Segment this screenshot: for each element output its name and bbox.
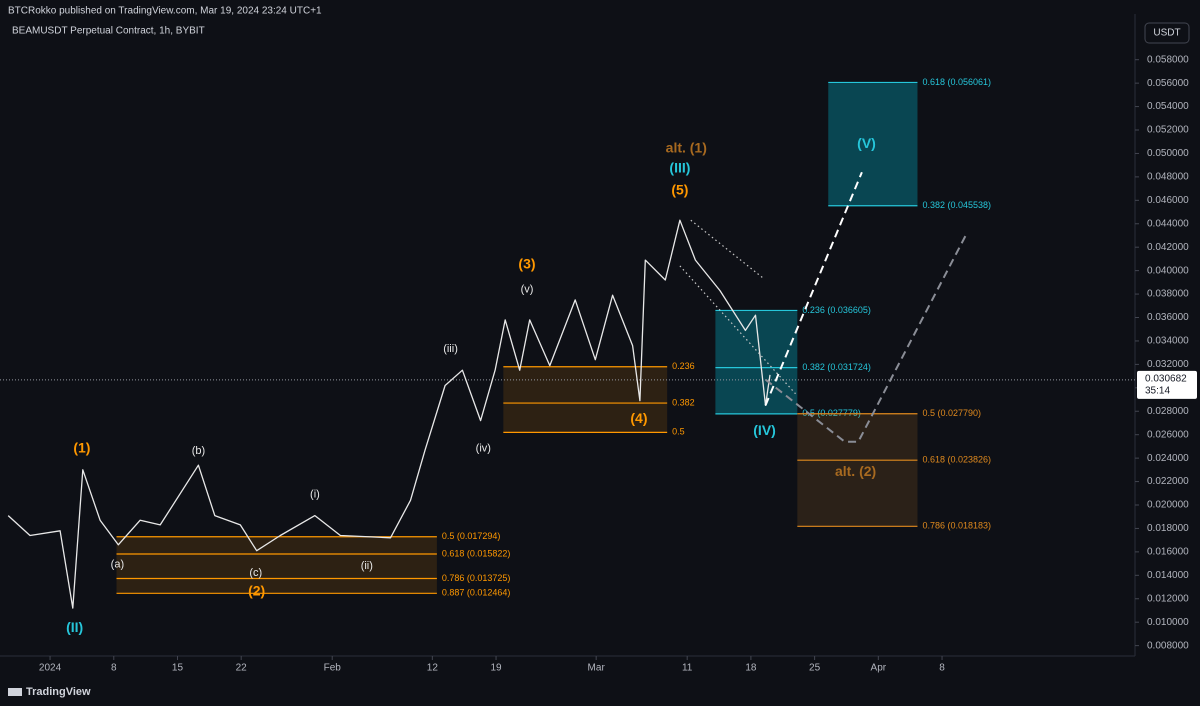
wave-label: (IV) (753, 422, 776, 438)
logo-text: TradingView (26, 686, 91, 698)
fib-level-label: 0.382 (672, 397, 695, 407)
fib-zone (828, 82, 918, 206)
wave-label: (ii) (361, 560, 373, 572)
y-tick-label: 0.048000 (1147, 172, 1189, 183)
wave-label: (b) (192, 445, 205, 457)
y-tick-label: 0.028000 (1147, 406, 1189, 417)
y-tick-label: 0.058000 (1147, 54, 1189, 65)
published-note: BTCRokko published on TradingView.com, M… (8, 6, 322, 17)
wave-label: alt. (2) (835, 463, 876, 479)
currency-button[interactable] (1144, 22, 1190, 44)
x-tick-label: 8 (111, 663, 117, 674)
y-tick-label: 0.026000 (1147, 429, 1189, 440)
symbol-title: BEAMUSDT Perpetual Contract, 1h, BYBIT (12, 26, 205, 37)
last-price-tag (1137, 370, 1197, 399)
logo: TradingView (8, 686, 91, 698)
fib-zone (797, 413, 918, 527)
y-tick-label: 0.022000 (1147, 476, 1189, 487)
projection-line (679, 265, 796, 395)
last-price-label: 0.030682 (1145, 373, 1187, 384)
y-tick-label: 0.024000 (1147, 453, 1189, 464)
wave-label: (V) (857, 135, 876, 151)
fib-level-label: 0.236 (0.036605) (802, 305, 871, 315)
wave-label: (iii) (443, 343, 458, 355)
y-tick-label: 0.052000 (1147, 125, 1189, 136)
y-tick-label: 0.042000 (1147, 242, 1189, 253)
x-tick-label: 19 (490, 663, 502, 674)
wave-label: (iv) (476, 443, 491, 455)
y-tick-label: 0.044000 (1147, 218, 1189, 229)
y-tick-label: 0.034000 (1147, 336, 1189, 347)
x-tick-label: 2024 (39, 663, 62, 674)
x-tick-label: Mar (588, 663, 606, 674)
x-tick-label: Feb (324, 663, 342, 674)
fib-level-label: 0.5 (672, 427, 685, 437)
currency-label: USDT (1153, 28, 1180, 39)
wave-label: (5) (671, 182, 688, 198)
wave-label: (II) (66, 619, 83, 635)
fib-level-label: 0.786 (0.018183) (922, 521, 991, 531)
y-tick-label: 0.012000 (1147, 593, 1189, 604)
x-tick-label: 18 (745, 663, 757, 674)
y-tick-label: 0.020000 (1147, 500, 1189, 511)
countdown-label: 35:14 (1145, 385, 1170, 396)
y-tick-label: 0.010000 (1147, 617, 1189, 628)
fib-level-label: 0.382 (0.045538) (922, 200, 991, 210)
wave-label: (c) (249, 567, 262, 579)
wave-label: (III) (669, 159, 690, 175)
y-tick-label: 0.008000 (1147, 640, 1189, 651)
projection-line (764, 171, 863, 406)
y-tick-label: 0.050000 (1147, 148, 1189, 159)
wave-label: alt. (1) (666, 139, 707, 155)
y-tick-label: 0.040000 (1147, 265, 1189, 276)
wave-label: (3) (518, 255, 535, 271)
y-tick-label: 0.014000 (1147, 570, 1189, 581)
x-tick-label: 11 (682, 663, 693, 674)
y-tick-label: 0.018000 (1147, 523, 1189, 534)
wave-label: (4) (630, 410, 647, 426)
fib-zone (116, 536, 437, 594)
wave-label: (2) (248, 582, 265, 598)
y-tick-label: 0.046000 (1147, 195, 1189, 206)
fib-level-label: 0.236 (672, 361, 695, 371)
y-tick-label: 0.036000 (1147, 312, 1189, 323)
y-tick-label: 0.038000 (1147, 289, 1189, 300)
price-line (7, 219, 771, 609)
y-tick-label: 0.054000 (1147, 101, 1189, 112)
fib-level-label: 0.5 (0.027790) (922, 408, 981, 418)
wave-label: (1) (73, 439, 90, 455)
x-tick-label: 22 (236, 663, 248, 674)
wave-label: (i) (310, 488, 320, 500)
fib-level-label: 0.786 (0.013725) (442, 573, 511, 583)
wave-label: (v) (521, 283, 534, 295)
x-tick-label: 15 (172, 663, 184, 674)
y-tick-label: 0.032000 (1147, 359, 1189, 370)
y-tick-label: 0.056000 (1147, 78, 1189, 89)
y-tick-label: 0.016000 (1147, 547, 1189, 558)
projection-line (690, 219, 764, 279)
logo-icon (8, 688, 22, 696)
plot-area: 0.5 (0.017294) 0.618 (0.015822) 0.786 (0.0… (0, 77, 1135, 635)
x-tick-label: 8 (939, 663, 945, 674)
x-tick-label: 12 (427, 663, 439, 674)
fib-level-label: 0.887 (0.012464) (442, 588, 511, 598)
fib-level-label: 0.5 (0.017294) (442, 531, 501, 541)
fib-level-label: 0.618 (0.023826) (922, 455, 991, 465)
fib-level-label: 0.382 (0.031724) (802, 362, 871, 372)
x-tick-label: Apr (871, 663, 887, 674)
fib-level-label: 0.618 (0.015822) (442, 548, 511, 558)
fib-level-label: 0.618 (0.056061) (922, 77, 991, 87)
x-tick-label: 25 (809, 663, 821, 674)
projection-line (764, 231, 969, 443)
axes: 0.008000 0.010000 0.012000 0.014000 0.016000… (39, 54, 1197, 674)
wave-label: (a) (111, 559, 124, 571)
